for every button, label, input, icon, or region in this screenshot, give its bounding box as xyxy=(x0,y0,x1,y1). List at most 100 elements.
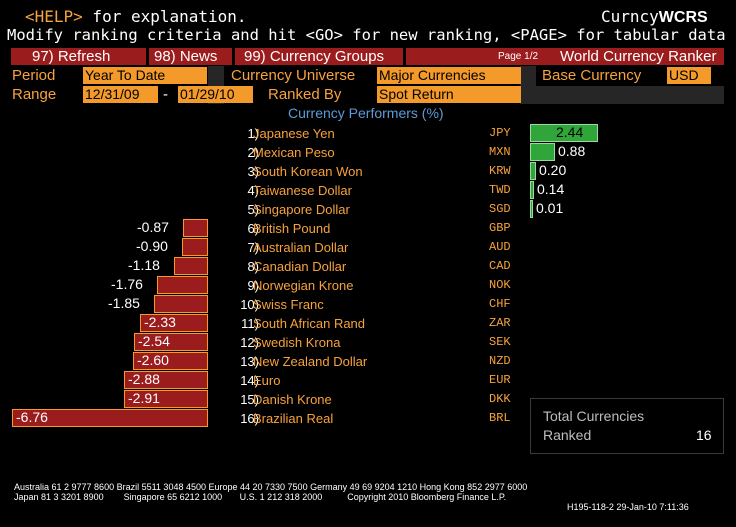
rank-number: 1) xyxy=(247,126,259,141)
help-text: for explanation. xyxy=(82,7,247,26)
help-key[interactable]: <HELP> xyxy=(25,7,83,26)
bar-nzd xyxy=(133,352,208,370)
bar-value-label: -2.88 xyxy=(128,371,160,387)
currency-code: EUR xyxy=(489,373,511,387)
window-title: World Currency Ranker xyxy=(551,48,724,65)
rank-number: 13) xyxy=(240,354,259,369)
currency-code: CHF xyxy=(489,297,511,311)
bar-sek xyxy=(134,333,208,351)
table-row[interactable]: 2) Mexican Peso MXN xyxy=(230,145,520,164)
function-id: CurncyWCRS xyxy=(601,7,708,27)
bar-mxn xyxy=(530,143,555,161)
currency-name: Norwegian Krone xyxy=(253,278,354,293)
table-row[interactable]: 4) Taiwanese Dollar TWD xyxy=(230,183,520,202)
table-row[interactable]: 7) Australian Dollar AUD xyxy=(230,240,520,259)
bar-value-label: 0.20 xyxy=(539,162,567,178)
currency-name: Australian Dollar xyxy=(253,240,349,255)
table-row[interactable]: 11) South African Rand ZAR xyxy=(230,316,520,335)
table-row[interactable]: 15) Danish Krone DKK xyxy=(230,392,520,411)
currency-code: NOK xyxy=(489,278,511,292)
currency-code: BRL xyxy=(489,411,511,425)
table-row[interactable]: 12) Swedish Krona SEK xyxy=(230,335,520,354)
period-field[interactable]: Year To Date xyxy=(83,67,207,84)
summary-count: 16 xyxy=(696,427,712,443)
currency-code: MXN xyxy=(489,145,511,159)
bar-twd xyxy=(530,181,534,199)
function-prefix: Curncy xyxy=(601,7,659,26)
currency-name: Swiss Franc xyxy=(253,297,324,312)
rank-number: 5) xyxy=(247,202,259,217)
base-currency-field[interactable]: USD xyxy=(667,67,711,84)
bar-value-label: 2.44 xyxy=(556,124,584,140)
bar-gbp xyxy=(183,219,208,237)
rank-number: 16) xyxy=(240,411,259,426)
bar-cad xyxy=(174,257,208,275)
currency-name: Singapore Dollar xyxy=(253,202,350,217)
bar-value-label: -2.91 xyxy=(128,390,160,406)
panel-filler xyxy=(536,86,724,104)
bar-value-label: -2.33 xyxy=(144,314,176,330)
currency-name: New Zealand Dollar xyxy=(253,354,368,369)
table-row[interactable]: 6) British Pound GBP xyxy=(230,221,520,240)
universe-field[interactable]: Major Currencies xyxy=(377,67,521,84)
bar-eur xyxy=(124,371,208,389)
currency-code: SGD xyxy=(489,202,511,216)
currency-name: Mexican Peso xyxy=(253,145,335,160)
ranked-by-field[interactable]: Spot Return xyxy=(377,86,521,103)
currency-code: ZAR xyxy=(489,316,511,330)
table-row[interactable]: 1) Japanese Yen JPY xyxy=(230,126,520,145)
currency-code: SEK xyxy=(489,335,511,349)
table-row[interactable]: 9) Norwegian Krone NOK xyxy=(230,278,520,297)
bar-value-label: -2.60 xyxy=(137,352,169,368)
table-row[interactable]: 10) Swiss Franc CHF xyxy=(230,297,520,316)
page-indicator: Page 1/2 xyxy=(406,48,551,65)
currency-groups-button[interactable]: 99) Currency Groups xyxy=(235,48,403,65)
function-code: WCRS xyxy=(658,9,708,26)
bar-value-label: 0.14 xyxy=(537,181,565,197)
rank-number: 7) xyxy=(247,240,259,255)
rank-number: 8) xyxy=(247,259,259,274)
ranked-by-label: Ranked By xyxy=(268,86,342,103)
refresh-button[interactable]: 97) Refresh xyxy=(11,48,146,65)
currency-name: South African Rand xyxy=(253,316,366,331)
table-row[interactable]: 16) Brazilian Real BRL xyxy=(230,411,520,430)
bar-value-label: -1.85 xyxy=(108,295,140,311)
range-end-field[interactable]: 01/29/10 xyxy=(178,86,253,103)
universe-label: Currency Universe xyxy=(231,67,356,84)
table-row[interactable]: 8) Canadian Dollar CAD xyxy=(230,259,520,278)
bar-sgd xyxy=(530,200,533,218)
footer-contacts-1: Australia 61 2 9777 8600 Brazil 5511 304… xyxy=(14,482,528,492)
bar-value-label: 0.01 xyxy=(536,200,564,216)
rank-number: 14) xyxy=(240,373,259,388)
bar-value-label: -1.18 xyxy=(128,257,160,273)
instructions: Modify ranking criteria and hit <GO> for… xyxy=(7,26,726,44)
bar-value-label: -1.76 xyxy=(111,276,143,292)
rank-number: 12) xyxy=(240,335,259,350)
bar-chf xyxy=(154,295,208,313)
help-line: <HELP> for explanation. xyxy=(25,7,247,26)
currency-code: GBP xyxy=(489,221,511,235)
footer-contacts-2: Japan 81 3 3201 8900 Singapore 65 6212 1… xyxy=(14,492,507,502)
bar-krw xyxy=(530,162,536,180)
bar-value-label: -6.76 xyxy=(16,409,48,425)
table-row[interactable]: 3) South Korean Won KRW xyxy=(230,164,520,183)
panel-divider xyxy=(520,66,536,104)
currency-code: TWD xyxy=(489,183,511,197)
table-row[interactable]: 5) Singapore Dollar SGD xyxy=(230,202,520,221)
rank-number: 15) xyxy=(240,392,259,407)
rank-number: 10) xyxy=(240,297,259,312)
range-label: Range xyxy=(12,86,57,103)
currency-name: Brazilian Real xyxy=(253,411,334,426)
currency-code: NZD xyxy=(489,354,511,368)
currency-name: Japanese Yen xyxy=(253,126,335,141)
range-start-field[interactable]: 12/31/09 xyxy=(83,86,158,103)
bar-jpy xyxy=(530,124,598,142)
table-row[interactable]: 13) New Zealand Dollar NZD xyxy=(230,354,520,373)
currency-name: Taiwanese Dollar xyxy=(253,183,352,198)
currency-name: Danish Krone xyxy=(253,392,332,407)
bar-value-label: -0.87 xyxy=(137,219,169,235)
bar-nok xyxy=(157,276,208,294)
news-button[interactable]: 98) News xyxy=(149,48,232,65)
period-label: Period xyxy=(12,67,56,84)
table-row[interactable]: 14) Euro EUR xyxy=(230,373,520,392)
